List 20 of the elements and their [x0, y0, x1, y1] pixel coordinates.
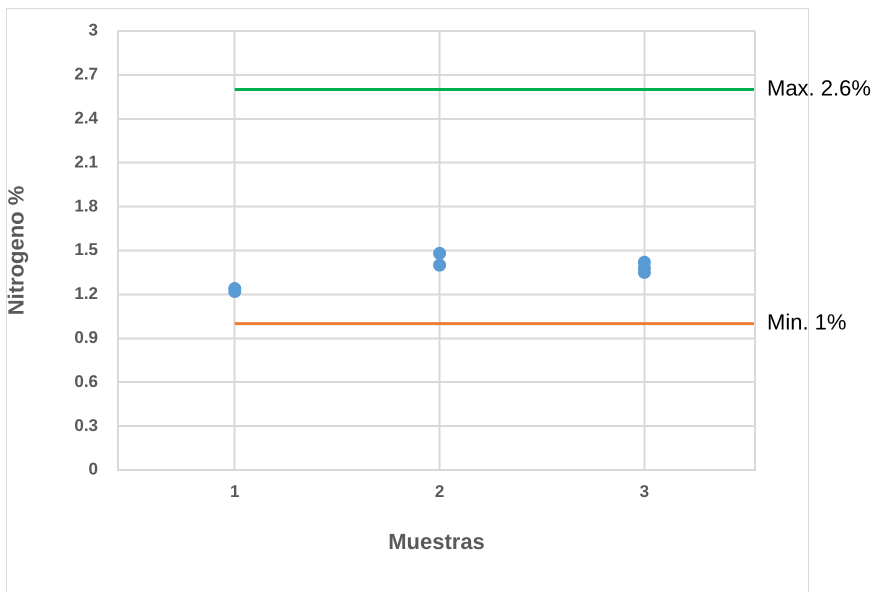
y-tick-label: 1.8 [74, 196, 98, 216]
x-tick-label: 1 [230, 482, 240, 501]
series-label: Max. 2.6% [767, 76, 871, 101]
x-tick-label: 2 [434, 482, 444, 501]
point [433, 246, 446, 260]
y-tick-label: 0.3 [74, 416, 98, 435]
y-tick-label: 2.1 [74, 152, 98, 172]
y-axis-title: Nitrogeno % [3, 186, 28, 316]
y-tick-label: 0 [88, 460, 98, 479]
y-tick-label: 0.6 [74, 372, 98, 391]
y-tick-label: 1.2 [74, 284, 98, 304]
x-axis-title: Muestras [388, 528, 485, 554]
x-tick-label: 3 [640, 482, 650, 501]
series-label: Min. 1% [767, 310, 846, 335]
y-tick-label: 0.9 [74, 328, 98, 347]
y-tick-label: 3 [88, 20, 98, 40]
point [433, 258, 446, 272]
y-tick-label: 1.5 [74, 240, 98, 260]
y-tick-label: 2.4 [74, 108, 99, 128]
y-tick-label: 2.7 [74, 64, 98, 84]
